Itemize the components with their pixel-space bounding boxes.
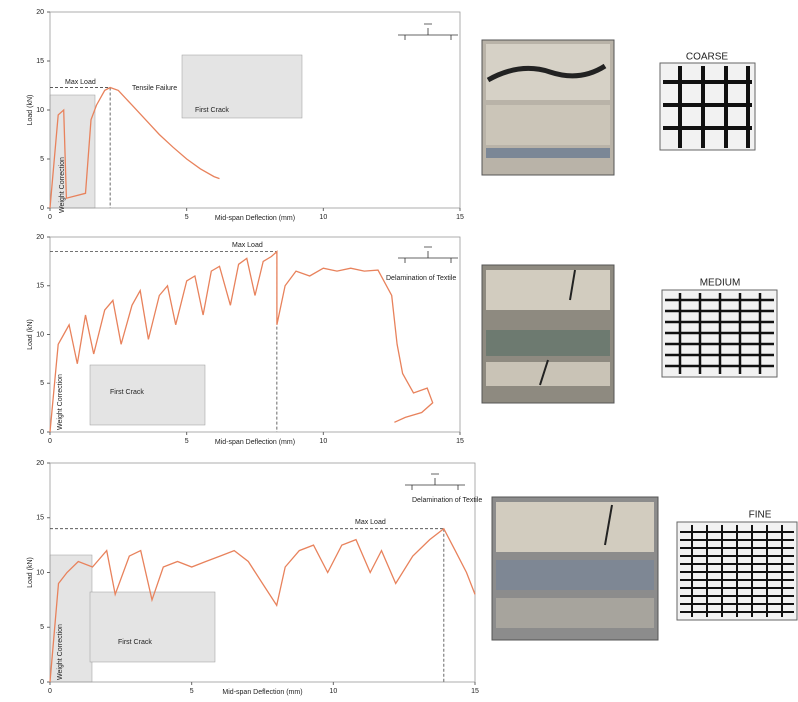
y-tick-label: 10: [36, 569, 44, 576]
y-tick-label: 10: [36, 331, 44, 338]
textile-label: COARSE: [686, 52, 729, 63]
y-tick-label: 10: [36, 107, 44, 114]
x-tick-label: 5: [190, 688, 194, 695]
y-axis-label: Load (kN): [27, 319, 34, 350]
photos: [482, 40, 658, 640]
annotation: Weight Correction: [57, 624, 64, 680]
annotation: Max Load: [232, 242, 263, 249]
annotation: Max Load: [355, 519, 386, 526]
x-tick-label: 15: [456, 214, 464, 221]
y-axis-label: Load (kN): [27, 95, 34, 126]
y-tick-label: 20: [36, 9, 44, 16]
x-tick-label: 0: [48, 438, 52, 445]
y-tick-label: 15: [36, 515, 44, 522]
annotation: First Crack: [195, 107, 229, 114]
y-tick-label: 0: [40, 205, 44, 212]
textile-label: FINE: [749, 510, 772, 521]
y-tick-label: 15: [36, 283, 44, 290]
annotation: Weight Correction: [57, 374, 64, 430]
x-tick-label: 0: [48, 214, 52, 221]
annotation: Tensile Failure: [132, 85, 177, 92]
annotation: First Crack: [110, 389, 144, 396]
x-axis-label: Mid-span Deflection (mm): [222, 689, 302, 696]
annotation: First Crack: [118, 639, 152, 646]
x-tick-label: 5: [185, 214, 189, 221]
annotation: Delamination of Textile: [386, 275, 456, 282]
y-tick-label: 15: [36, 58, 44, 65]
x-tick-label: 15: [456, 438, 464, 445]
y-tick-label: 0: [40, 679, 44, 686]
textile-label: MEDIUM: [700, 278, 741, 289]
y-axis-label: Load (kN): [27, 557, 34, 588]
y-tick-label: 5: [40, 380, 44, 387]
x-tick-label: 10: [319, 214, 327, 221]
x-tick-label: 0: [48, 688, 52, 695]
y-tick-label: 0: [40, 429, 44, 436]
y-tick-label: 5: [40, 156, 44, 163]
x-axis-label: Mid-span Deflection (mm): [215, 215, 295, 222]
annotation: Delamination of Textile: [412, 497, 482, 504]
beam-icons: [398, 24, 465, 490]
figure: 0 5 10 15 20 0 5 10 15 Mid-span Deflection (mm) Lo…: [0, 0, 798, 702]
x-tick-label: 10: [319, 438, 327, 445]
y-tick-label: 20: [36, 234, 44, 241]
x-tick-label: 15: [471, 688, 479, 695]
y-tick-label: 20: [36, 460, 44, 467]
textile-grids: [660, 63, 797, 620]
annotation: Max Load: [65, 79, 96, 86]
y-tick-label: 5: [40, 624, 44, 631]
x-tick-label: 5: [185, 438, 189, 445]
x-tick-label: 10: [329, 688, 337, 695]
x-axis-label: Mid-span Deflection (mm): [215, 439, 295, 446]
annotation: Weight Correction: [59, 157, 66, 213]
